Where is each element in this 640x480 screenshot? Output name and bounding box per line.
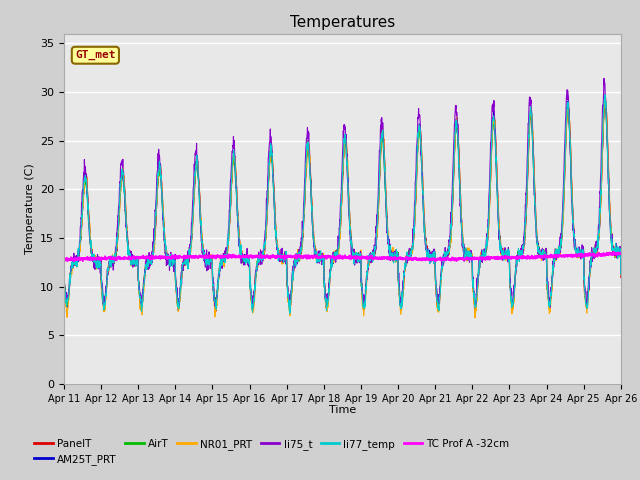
NR01_PRT	[471, 315, 479, 321]
Text: GT_met: GT_met	[75, 50, 116, 60]
AirT	[509, 305, 516, 311]
Line: li77_temp: li77_temp	[64, 95, 621, 314]
li77_temp	[216, 270, 223, 276]
li77_temp	[584, 303, 591, 309]
NR01_PRT	[358, 303, 366, 309]
li75_t	[216, 268, 223, 274]
Title: Temperatures: Temperatures	[290, 15, 395, 30]
AirT	[617, 268, 625, 274]
AirT	[568, 194, 575, 200]
li77_temp	[601, 92, 609, 98]
PanelT	[584, 301, 591, 307]
TC Prof A -32cm	[358, 255, 366, 261]
Line: AM25T_PRT: AM25T_PRT	[64, 96, 621, 311]
li75_t	[584, 298, 591, 303]
AM25T_PRT	[471, 308, 479, 314]
TC Prof A -32cm	[216, 253, 223, 259]
li75_t	[371, 249, 379, 255]
li77_temp	[359, 295, 367, 301]
AirT	[602, 99, 609, 105]
PanelT	[60, 274, 68, 280]
NR01_PRT	[568, 183, 575, 189]
TC Prof A -32cm	[617, 250, 625, 256]
AM25T_PRT	[617, 272, 625, 278]
li77_temp	[617, 271, 625, 277]
Line: li75_t: li75_t	[64, 78, 621, 308]
TC Prof A -32cm	[610, 249, 618, 255]
NR01_PRT	[584, 302, 591, 308]
PanelT	[371, 252, 379, 258]
NR01_PRT	[60, 280, 68, 286]
li77_temp	[568, 193, 575, 199]
AirT	[60, 275, 68, 281]
AirT	[504, 252, 512, 257]
PanelT	[359, 292, 367, 298]
PanelT	[602, 94, 609, 99]
AM25T_PRT	[568, 187, 575, 193]
AirT	[216, 266, 223, 272]
Line: TC Prof A -32cm: TC Prof A -32cm	[64, 252, 621, 262]
PanelT	[216, 265, 223, 271]
AirT	[584, 299, 591, 305]
li75_t	[617, 271, 625, 276]
li75_t	[568, 199, 575, 204]
PanelT	[568, 182, 575, 188]
Line: AirT: AirT	[64, 102, 621, 308]
li75_t	[359, 295, 367, 301]
li77_temp	[286, 311, 294, 317]
NR01_PRT	[371, 252, 378, 257]
TC Prof A -32cm	[60, 259, 68, 264]
li75_t	[504, 245, 512, 251]
li75_t	[600, 75, 608, 81]
li77_temp	[60, 282, 68, 288]
NR01_PRT	[216, 270, 223, 276]
AM25T_PRT	[371, 251, 378, 257]
Legend: PanelT, AM25T_PRT, AirT, NR01_PRT, li75_t, li77_temp, TC Prof A -32cm: PanelT, AM25T_PRT, AirT, NR01_PRT, li75_…	[30, 435, 514, 469]
PanelT	[504, 253, 512, 259]
TC Prof A -32cm	[504, 253, 512, 259]
AM25T_PRT	[584, 303, 591, 309]
AirT	[358, 290, 366, 296]
AM25T_PRT	[504, 252, 512, 258]
li77_temp	[371, 244, 379, 250]
AirT	[371, 249, 378, 255]
Line: PanelT: PanelT	[64, 96, 621, 311]
PanelT	[212, 308, 220, 314]
AM25T_PRT	[216, 269, 223, 275]
li77_temp	[504, 250, 512, 256]
li75_t	[249, 305, 257, 311]
li75_t	[60, 279, 68, 285]
NR01_PRT	[504, 252, 512, 258]
TC Prof A -32cm	[583, 252, 591, 257]
TC Prof A -32cm	[371, 255, 378, 261]
NR01_PRT	[602, 98, 609, 104]
AM25T_PRT	[358, 297, 366, 302]
NR01_PRT	[617, 272, 625, 278]
TC Prof A -32cm	[568, 252, 575, 258]
AM25T_PRT	[601, 93, 609, 98]
AM25T_PRT	[60, 279, 68, 285]
X-axis label: Time: Time	[329, 405, 356, 415]
Line: NR01_PRT: NR01_PRT	[64, 101, 621, 318]
Y-axis label: Temperature (C): Temperature (C)	[24, 163, 35, 254]
PanelT	[617, 275, 625, 280]
